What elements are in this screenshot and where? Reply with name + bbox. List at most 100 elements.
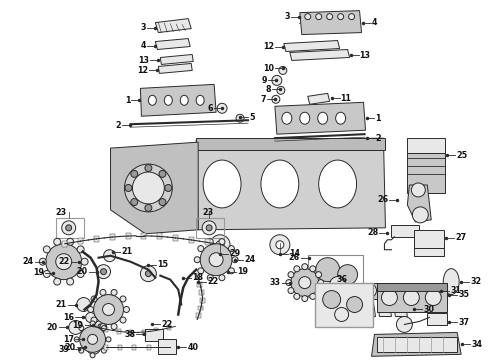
Text: 5: 5 [249, 113, 254, 122]
Circle shape [43, 270, 50, 278]
Circle shape [365, 303, 372, 311]
Circle shape [74, 337, 79, 342]
Polygon shape [362, 302, 375, 316]
Ellipse shape [336, 112, 345, 124]
Circle shape [348, 14, 355, 20]
Ellipse shape [148, 95, 156, 105]
Circle shape [236, 114, 244, 122]
FancyBboxPatch shape [118, 345, 122, 350]
Text: 3: 3 [141, 23, 147, 32]
Text: 35: 35 [458, 290, 469, 299]
Circle shape [316, 14, 322, 20]
Circle shape [272, 75, 282, 85]
Polygon shape [196, 138, 386, 230]
Circle shape [123, 306, 129, 312]
Circle shape [145, 204, 152, 211]
Text: 29: 29 [229, 249, 240, 258]
Circle shape [165, 184, 172, 192]
Circle shape [120, 296, 126, 302]
FancyBboxPatch shape [377, 283, 447, 291]
Polygon shape [160, 54, 193, 64]
FancyBboxPatch shape [195, 274, 200, 279]
Circle shape [425, 289, 441, 306]
Ellipse shape [261, 160, 299, 208]
Circle shape [159, 199, 166, 206]
Text: 22: 22 [161, 320, 172, 329]
Text: 28: 28 [367, 228, 378, 237]
Circle shape [194, 257, 200, 263]
Text: 39: 39 [59, 345, 70, 354]
FancyBboxPatch shape [146, 329, 163, 341]
Ellipse shape [196, 95, 204, 105]
Text: 14: 14 [289, 249, 300, 258]
Circle shape [80, 327, 105, 352]
Text: 12: 12 [137, 66, 148, 75]
FancyBboxPatch shape [196, 138, 386, 150]
Text: 26: 26 [377, 195, 389, 204]
Text: 4: 4 [141, 41, 147, 50]
Circle shape [207, 275, 213, 281]
Text: 20: 20 [47, 323, 58, 332]
Circle shape [159, 170, 166, 177]
FancyBboxPatch shape [78, 238, 83, 244]
Ellipse shape [318, 112, 328, 124]
FancyBboxPatch shape [154, 328, 158, 333]
Circle shape [97, 265, 111, 279]
Circle shape [81, 258, 88, 265]
Circle shape [100, 289, 106, 296]
Circle shape [380, 303, 389, 311]
Circle shape [413, 284, 426, 298]
Circle shape [111, 324, 117, 329]
Polygon shape [275, 102, 366, 134]
FancyBboxPatch shape [161, 345, 165, 350]
FancyBboxPatch shape [189, 237, 194, 243]
Circle shape [120, 317, 126, 323]
Circle shape [316, 258, 340, 282]
Text: 4: 4 [371, 18, 377, 27]
Circle shape [413, 207, 428, 223]
Circle shape [316, 272, 321, 278]
Circle shape [102, 303, 115, 315]
Circle shape [288, 288, 294, 293]
FancyBboxPatch shape [197, 282, 202, 287]
FancyBboxPatch shape [315, 283, 372, 328]
Circle shape [54, 238, 61, 245]
Text: 34: 34 [471, 340, 482, 349]
Text: 40: 40 [187, 343, 198, 352]
Text: 36: 36 [336, 275, 347, 284]
Ellipse shape [180, 95, 188, 105]
Circle shape [131, 170, 138, 177]
Text: 18: 18 [192, 273, 203, 282]
FancyBboxPatch shape [377, 283, 447, 312]
FancyBboxPatch shape [147, 345, 151, 350]
Text: 25: 25 [456, 150, 467, 159]
FancyBboxPatch shape [407, 153, 445, 193]
Circle shape [228, 268, 234, 274]
Text: 6: 6 [208, 104, 213, 113]
Circle shape [86, 312, 96, 323]
Text: 17: 17 [63, 335, 74, 344]
Ellipse shape [443, 269, 459, 294]
Circle shape [200, 244, 232, 276]
FancyBboxPatch shape [407, 138, 445, 153]
Circle shape [62, 221, 75, 235]
Circle shape [79, 326, 84, 330]
Circle shape [228, 246, 234, 252]
Polygon shape [155, 19, 191, 32]
Circle shape [338, 265, 358, 285]
FancyBboxPatch shape [125, 233, 130, 239]
Circle shape [276, 241, 284, 249]
Circle shape [106, 337, 111, 342]
FancyBboxPatch shape [392, 225, 419, 237]
Text: 19: 19 [73, 321, 84, 330]
Circle shape [277, 86, 285, 94]
Circle shape [396, 316, 413, 332]
Circle shape [382, 289, 397, 306]
Circle shape [272, 95, 280, 103]
FancyBboxPatch shape [196, 314, 201, 319]
FancyBboxPatch shape [117, 329, 121, 334]
FancyBboxPatch shape [129, 330, 133, 335]
Circle shape [210, 235, 230, 255]
Circle shape [145, 165, 152, 171]
Circle shape [124, 164, 172, 212]
